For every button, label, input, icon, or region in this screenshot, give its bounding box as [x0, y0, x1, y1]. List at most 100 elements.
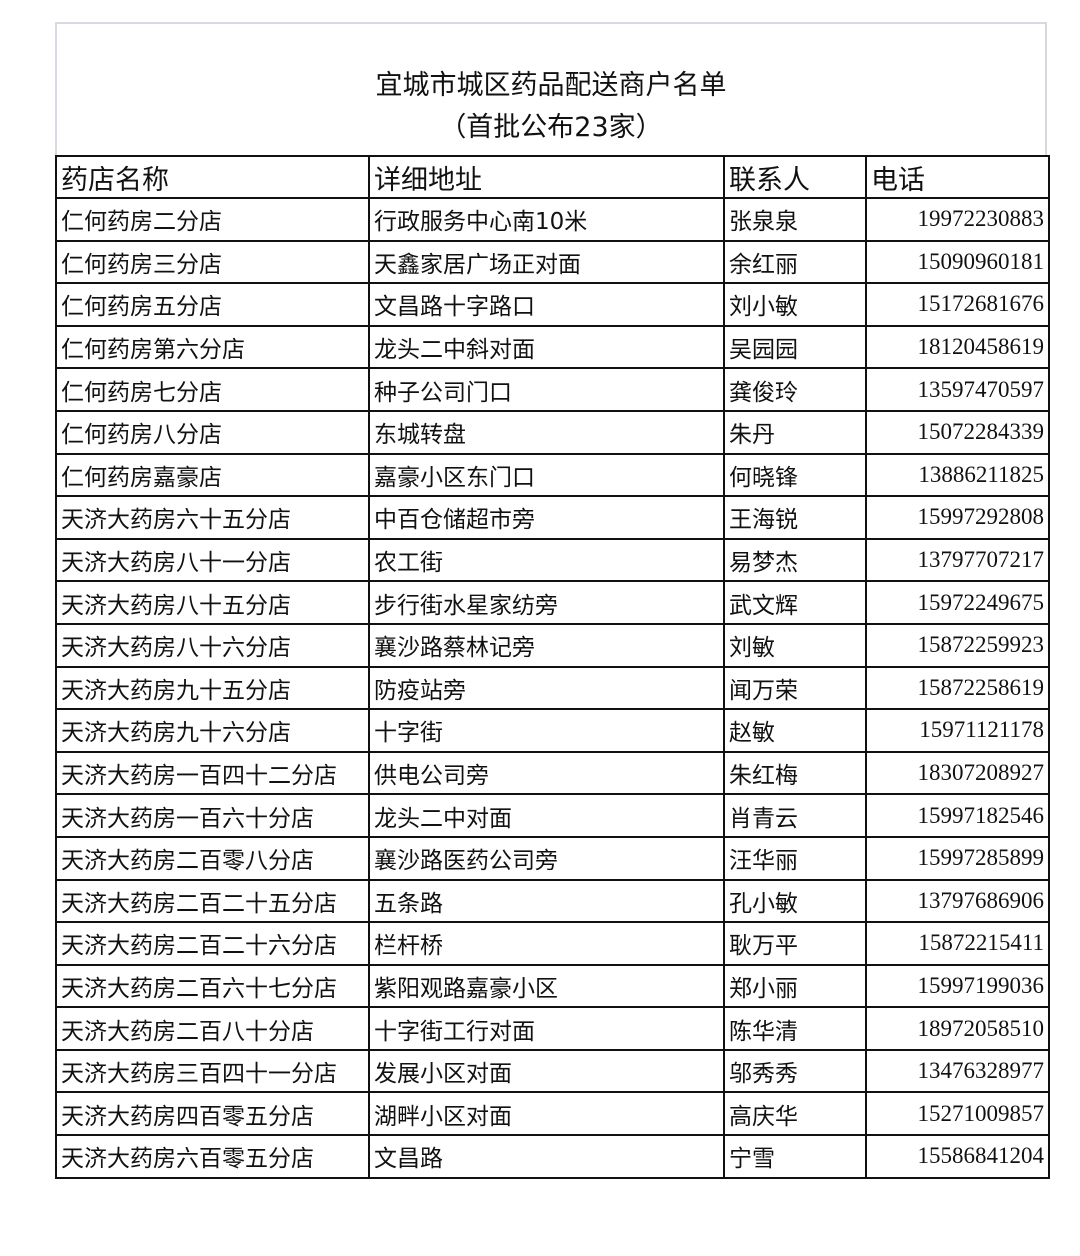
table-row: 仁何药房五分店 文昌路十字路口 刘小敏 15172681676 — [55, 282, 1050, 327]
header-address: 详细地址 — [368, 155, 725, 199]
header-contact: 联系人 — [723, 155, 867, 199]
cell-address: 五条路 — [368, 878, 725, 924]
cell-phone: 18120458619 — [865, 324, 1050, 370]
cell-address: 龙头二中斜对面 — [368, 324, 725, 370]
cell-pharmacy-name: 仁何药房八分店 — [55, 409, 370, 455]
cell-pharmacy-name: 天济大药房二百八十分店 — [55, 1006, 370, 1051]
cell-contact-person: 余红丽 — [723, 239, 867, 285]
cell-contact-person: 耿万平 — [723, 921, 867, 966]
document-subtitle: （首批公布23家） — [439, 112, 663, 143]
cell-contact-person: 吴园园 — [723, 324, 867, 370]
table-row: 仁何药房二分店 行政服务中心南10米 张泉泉 19972230883 — [55, 197, 1050, 242]
cell-address: 防疫站旁 — [368, 665, 725, 711]
table-row: 天济大药房四百零五分店 湖畔小区对面 高庆华 15271009857 — [55, 1091, 1050, 1137]
cell-pharmacy-name: 仁何药房嘉豪店 — [55, 452, 370, 498]
cell-address: 发展小区对面 — [368, 1048, 725, 1094]
cell-contact-person: 孔小敏 — [723, 878, 867, 924]
cell-contact-person: 刘敏 — [723, 622, 867, 668]
table-row: 仁何药房嘉豪店 嘉豪小区东门口 何晓锋 13886211825 — [55, 452, 1050, 498]
cell-contact-person: 邬秀秀 — [723, 1048, 867, 1094]
cell-pharmacy-name: 天济大药房八十五分店 — [55, 580, 370, 625]
cell-contact-person: 闻万荣 — [723, 665, 867, 711]
table-row: 仁何药房七分店 种子公司门口 龚俊玲 13597470597 — [55, 367, 1050, 412]
table-row: 天济大药房二百零八分店 襄沙路医药公司旁 汪华丽 15997285899 — [55, 835, 1050, 881]
cell-phone: 15997182546 — [865, 793, 1050, 838]
table-row: 天济大药房二百二十六分店 栏杆桥 耿万平 15872215411 — [55, 921, 1050, 966]
cell-phone: 15997285899 — [865, 835, 1050, 881]
cell-phone: 15997199036 — [865, 963, 1050, 1009]
cell-phone: 15997292808 — [865, 495, 1050, 540]
cell-phone: 15586841204 — [865, 1134, 1050, 1179]
cell-contact-person: 龚俊玲 — [723, 367, 867, 412]
cell-pharmacy-name: 天济大药房六十五分店 — [55, 495, 370, 540]
document-title: 宜城市城区药品配送商户名单 — [375, 70, 727, 101]
cell-phone: 13476328977 — [865, 1048, 1050, 1094]
cell-pharmacy-name: 天济大药房二百二十五分店 — [55, 878, 370, 924]
cell-pharmacy-name: 天济大药房六百零五分店 — [55, 1134, 370, 1179]
cell-contact-person: 张泉泉 — [723, 197, 867, 242]
table-row: 天济大药房九十五分店 防疫站旁 闻万荣 15872258619 — [55, 665, 1050, 711]
table-row: 天济大药房六百零五分店 文昌路 宁雪 15586841204 — [55, 1134, 1050, 1179]
cell-phone: 15271009857 — [865, 1091, 1050, 1137]
cell-pharmacy-name: 天济大药房二百零八分店 — [55, 835, 370, 881]
cell-pharmacy-name: 天济大药房四百零五分店 — [55, 1091, 370, 1137]
table-row: 天济大药房三百四十一分店 发展小区对面 邬秀秀 13476328977 — [55, 1048, 1050, 1094]
table-row: 仁何药房八分店 东城转盘 朱丹 15072284339 — [55, 409, 1050, 455]
cell-contact-person: 朱红梅 — [723, 750, 867, 796]
cell-phone: 13797686906 — [865, 878, 1050, 924]
cell-address: 龙头二中对面 — [368, 793, 725, 838]
cell-pharmacy-name: 天济大药房二百六十七分店 — [55, 963, 370, 1009]
cell-phone: 15971121178 — [865, 708, 1050, 753]
cell-contact-person: 高庆华 — [723, 1091, 867, 1137]
table-row: 天济大药房六十五分店 中百仓储超市旁 王海锐 15997292808 — [55, 495, 1050, 540]
table-row: 天济大药房二百六十七分店 紫阳观路嘉豪小区 郑小丽 15997199036 — [55, 963, 1050, 1009]
cell-address: 种子公司门口 — [368, 367, 725, 412]
pharmacy-table: 药店名称 详细地址 联系人 电话 仁何药房二分店 行政服务中心南10米 张泉泉 199… — [55, 155, 1050, 1179]
cell-phone: 15972249675 — [865, 580, 1050, 625]
table-row: 天济大药房二百二十五分店 五条路 孔小敏 13797686906 — [55, 878, 1050, 924]
cell-address: 嘉豪小区东门口 — [368, 452, 725, 498]
cell-pharmacy-name: 仁何药房第六分店 — [55, 324, 370, 370]
cell-address: 步行街水星家纺旁 — [368, 580, 725, 625]
cell-address: 襄沙路医药公司旁 — [368, 835, 725, 881]
cell-pharmacy-name: 仁何药房三分店 — [55, 239, 370, 285]
cell-pharmacy-name: 仁何药房七分店 — [55, 367, 370, 412]
cell-pharmacy-name: 天济大药房三百四十一分店 — [55, 1048, 370, 1094]
cell-address: 湖畔小区对面 — [368, 1091, 725, 1137]
cell-phone: 18972058510 — [865, 1006, 1050, 1051]
table-row: 天济大药房八十五分店 步行街水星家纺旁 武文辉 15972249675 — [55, 580, 1050, 625]
cell-phone: 15090960181 — [865, 239, 1050, 285]
cell-contact-person: 王海锐 — [723, 495, 867, 540]
table-row: 天济大药房九十六分店 十字街 赵敏 15971121178 — [55, 708, 1050, 753]
cell-contact-person: 刘小敏 — [723, 282, 867, 327]
cell-phone: 15872215411 — [865, 921, 1050, 966]
cell-phone: 15872258619 — [865, 665, 1050, 711]
cell-pharmacy-name: 天济大药房九十五分店 — [55, 665, 370, 711]
cell-contact-person: 汪华丽 — [723, 835, 867, 881]
header-phone: 电话 — [865, 155, 1050, 199]
cell-contact-person: 肖青云 — [723, 793, 867, 838]
table-row: 天济大药房八十一分店 农工街 易梦杰 13797707217 — [55, 537, 1050, 583]
cell-address: 东城转盘 — [368, 409, 725, 455]
cell-contact-person: 宁雪 — [723, 1134, 867, 1179]
cell-address: 襄沙路蔡林记旁 — [368, 622, 725, 668]
cell-pharmacy-name: 天济大药房九十六分店 — [55, 708, 370, 753]
cell-pharmacy-name: 仁何药房二分店 — [55, 197, 370, 242]
table-row: 仁何药房三分店 天鑫家居广场正对面 余红丽 15090960181 — [55, 239, 1050, 285]
cell-address: 十字街工行对面 — [368, 1006, 725, 1051]
cell-contact-person: 赵敏 — [723, 708, 867, 753]
header-pharmacy-name: 药店名称 — [55, 155, 370, 199]
cell-phone: 13797707217 — [865, 537, 1050, 583]
cell-address: 文昌路十字路口 — [368, 282, 725, 327]
table-row: 天济大药房一百四十二分店 供电公司旁 朱红梅 18307208927 — [55, 750, 1050, 796]
cell-contact-person: 陈华清 — [723, 1006, 867, 1051]
cell-pharmacy-name: 天济大药房二百二十六分店 — [55, 921, 370, 966]
cell-phone: 13886211825 — [865, 452, 1050, 498]
cell-address: 栏杆桥 — [368, 921, 725, 966]
cell-address: 供电公司旁 — [368, 750, 725, 796]
cell-pharmacy-name: 仁何药房五分店 — [55, 282, 370, 327]
cell-contact-person: 易梦杰 — [723, 537, 867, 583]
table-row: 天济大药房一百六十分店 龙头二中对面 肖青云 15997182546 — [55, 793, 1050, 838]
cell-address: 天鑫家居广场正对面 — [368, 239, 725, 285]
cell-contact-person: 何晓锋 — [723, 452, 867, 498]
